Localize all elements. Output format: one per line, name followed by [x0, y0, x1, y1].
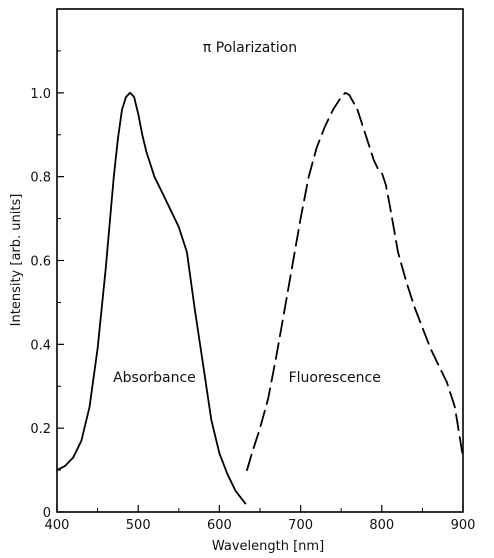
x-tick-label-700: 700 — [288, 518, 313, 533]
absorbance-curve — [56, 91, 247, 505]
series-group: Absorbance Fluorescence — [56, 91, 464, 505]
x-tick-label-900: 900 — [451, 518, 476, 533]
absorbance-label: Absorbance — [113, 370, 196, 386]
x-tick-label-400: 400 — [45, 518, 70, 533]
y-tick-label-0.2: 0.2 — [30, 422, 51, 437]
y-tick-label-0.8: 0.8 — [30, 171, 51, 186]
x-tick-label-800: 800 — [369, 518, 394, 533]
chart-title: π Polarization — [203, 40, 297, 56]
plot-frame — [56, 8, 464, 513]
x-tick-label-600: 600 — [207, 518, 232, 533]
fluorescence-curve — [246, 91, 464, 471]
y-tick-label-0.4: 0.4 — [30, 338, 51, 353]
y-tick-label-0: 0 — [43, 506, 51, 521]
axis-ticks: 400 500 600 700 800 900 0 0.2 0.4 0.6 0.8 1.0 — [30, 50, 476, 533]
x-axis-label: Wavelength [nm] — [212, 539, 324, 554]
y-tick-label-1: 1.0 — [30, 87, 51, 102]
y-tick-label-0.6: 0.6 — [30, 255, 51, 270]
fluorescence-label: Fluorescence — [289, 370, 381, 386]
x-tick-label-500: 500 — [126, 518, 151, 533]
y-axis-label: Intensity [arb. units] — [9, 194, 24, 327]
